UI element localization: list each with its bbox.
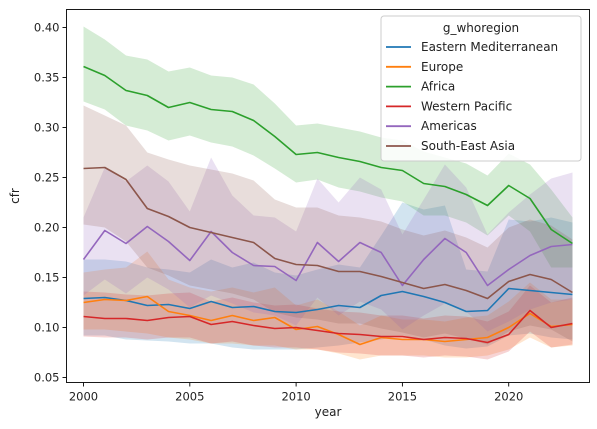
legend-label-south-east-asia: South-East Asia — [421, 139, 515, 153]
y-axis: 0.05 0.10 0.15 0.20 0.25 0.30 0.35 0.40 — [34, 21, 67, 385]
legend-box — [380, 15, 582, 162]
series-line-africa — [83, 65, 573, 245]
y-tick-label: 0.30 — [34, 121, 60, 135]
x-axis: 2000 2005 2010 2015 2020 — [69, 382, 523, 404]
series-lines — [82, 65, 573, 346]
series-line-south-east-asia — [83, 166, 573, 300]
legend: g_whoregion Eastern Mediterranean Europe Af… — [380, 15, 582, 162]
legend-label-western-pacific: Western Pacific — [421, 99, 512, 113]
legend-label-americas: Americas — [421, 119, 477, 133]
y-tick-label: 0.35 — [34, 71, 60, 85]
legend-title: g_whoregion — [443, 21, 519, 35]
x-tick-label: 2005 — [175, 390, 204, 404]
plot-frame — [66, 9, 590, 383]
y-tick-label: 0.20 — [34, 221, 60, 235]
series-line-western-pacific — [83, 309, 573, 344]
ci-band-europe — [83, 251, 573, 360]
y-tick-label: 0.40 — [34, 21, 60, 35]
legend-label-africa: Africa — [421, 80, 455, 94]
legend-label-eastern-mediterranean: Eastern Mediterranean — [421, 40, 558, 54]
y-tick-label: 0.05 — [34, 371, 60, 385]
y-tick-label: 0.15 — [34, 271, 60, 285]
x-tick-label: 2020 — [494, 390, 523, 404]
x-tick-label: 2010 — [281, 390, 310, 404]
ci-band-south-east-asia — [83, 105, 573, 345]
legend-label-europe: Europe — [421, 60, 463, 74]
ci-band-africa — [83, 26, 573, 268]
series-line-europe — [83, 295, 573, 346]
x-tick-label: 2000 — [69, 390, 98, 404]
series-line-americas — [82, 225, 573, 287]
ci-band-eastern-mediterranean — [83, 202, 573, 350]
x-tick-label: 2015 — [388, 390, 417, 404]
y-tick-label: 0.25 — [34, 171, 60, 185]
x-axis-label: year — [315, 405, 342, 419]
y-tick-label: 0.10 — [34, 321, 60, 335]
series-line-eastern-mediterranean — [83, 287, 573, 314]
ci-band-americas — [83, 157, 573, 332]
y-axis-label: cfr — [8, 188, 22, 204]
